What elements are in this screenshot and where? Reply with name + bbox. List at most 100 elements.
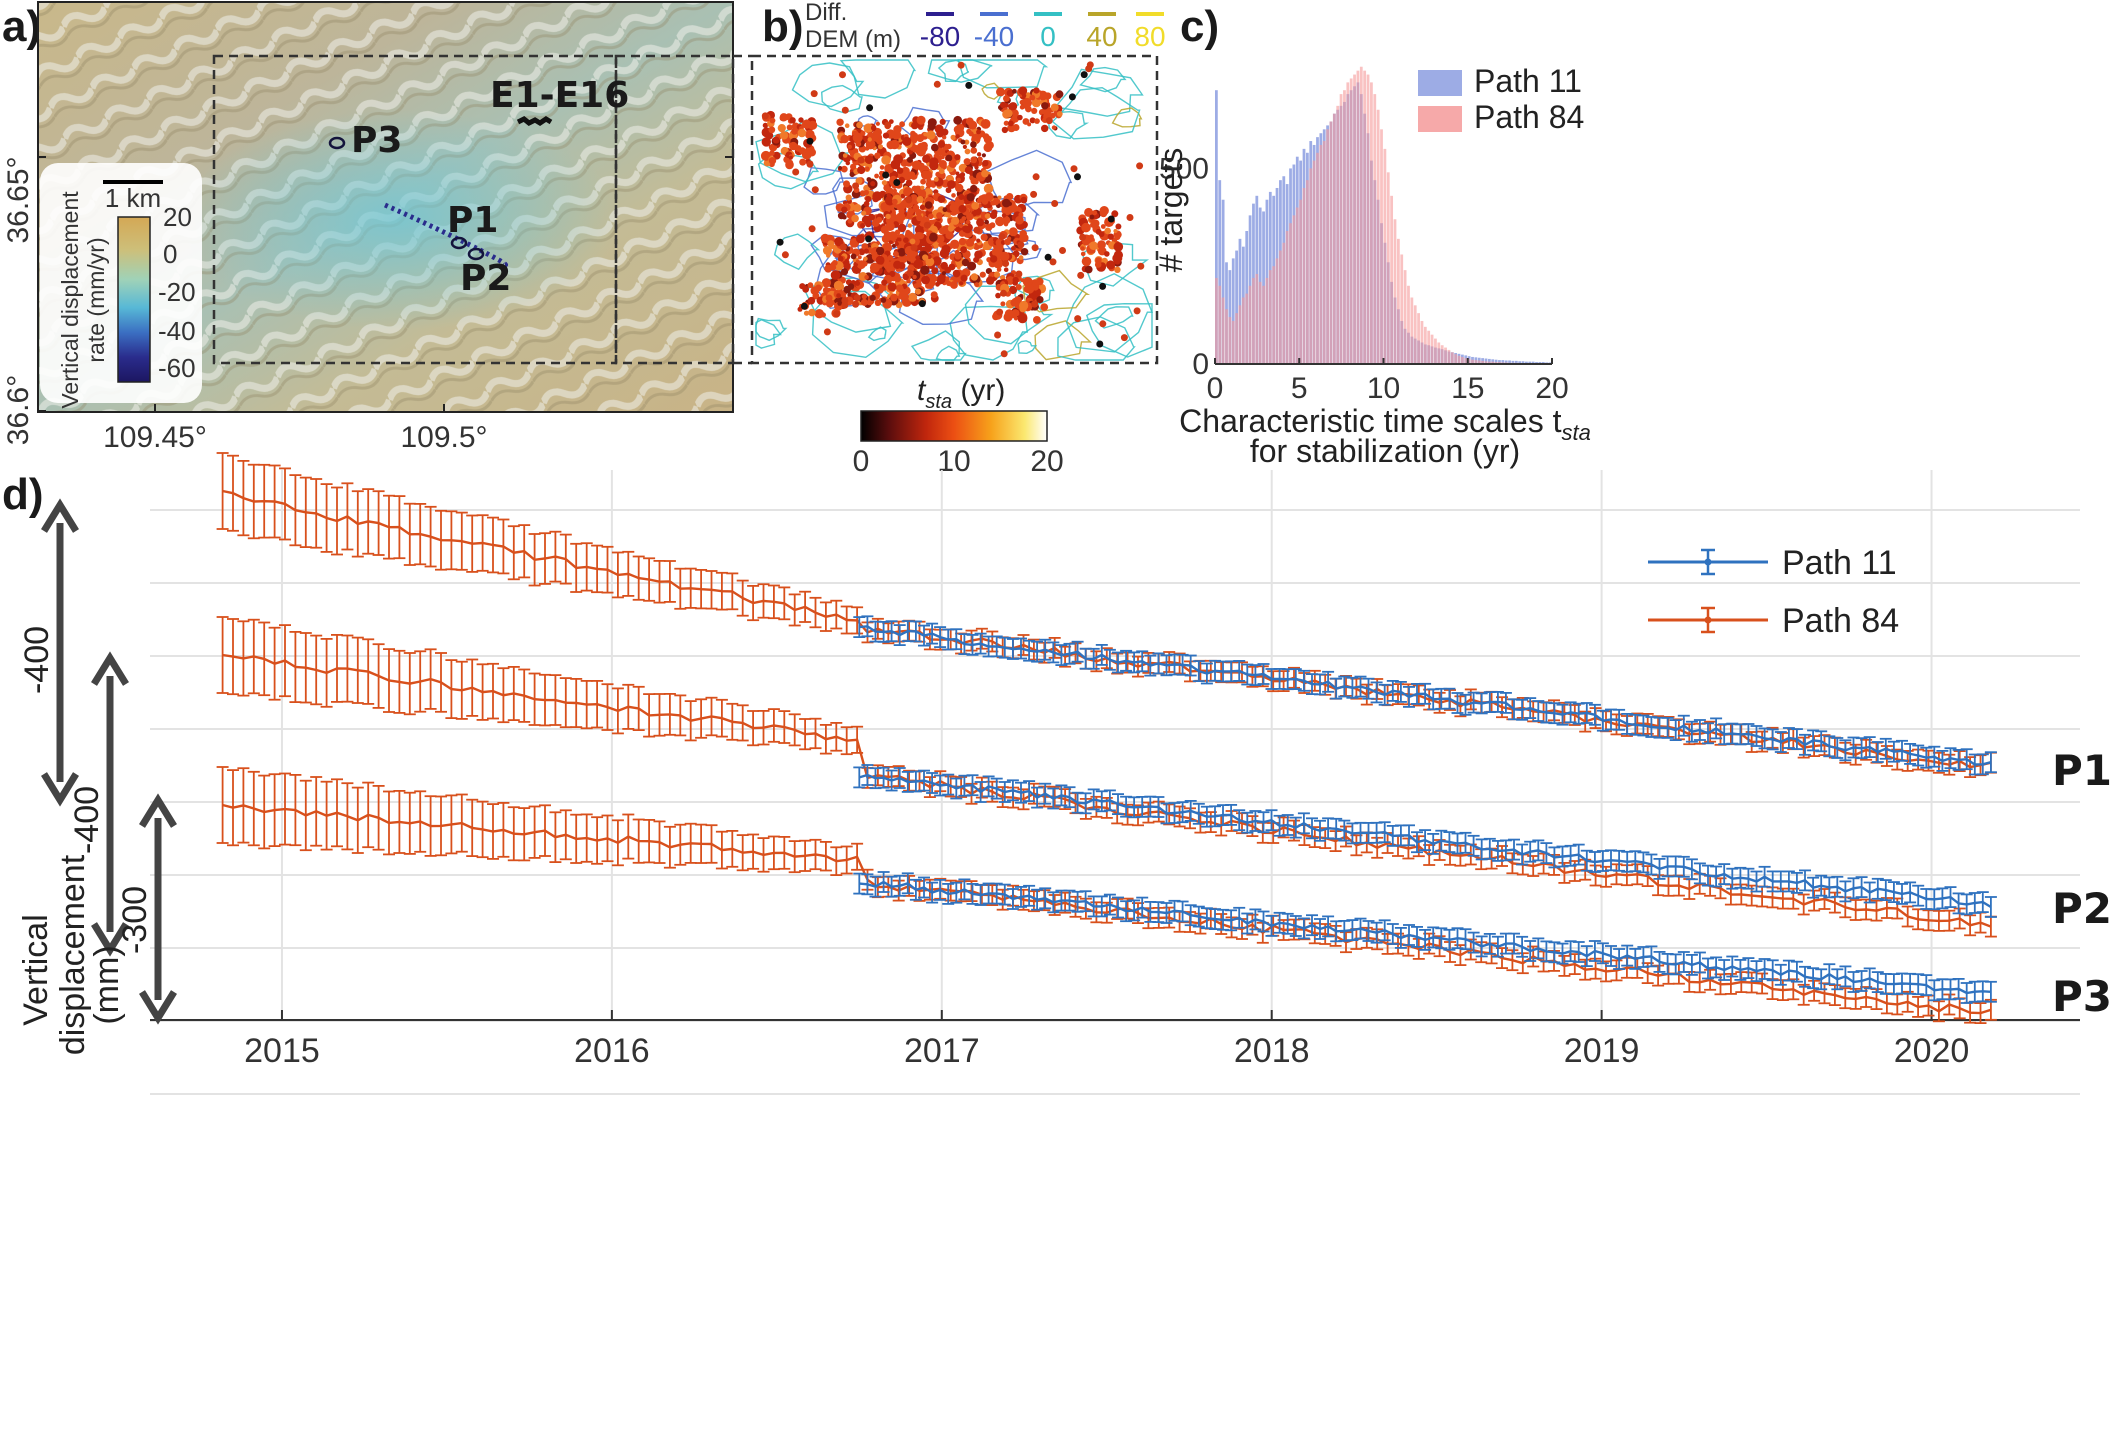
target-dot-450 xyxy=(927,122,936,131)
target-dot-1514 xyxy=(905,196,913,204)
target-dot-1477 xyxy=(1100,211,1107,218)
target-dot-211 xyxy=(955,183,964,193)
hist-bar-1-59 xyxy=(1413,305,1417,364)
target-dot-1094 xyxy=(908,250,918,260)
target-dot-1452 xyxy=(1080,246,1085,251)
hist-bar-1-60 xyxy=(1417,313,1420,364)
target-dot-1070 xyxy=(889,270,896,278)
target-dot-882 xyxy=(980,233,988,241)
target-dot-649 xyxy=(919,204,926,210)
target-dot-851 xyxy=(1011,246,1016,251)
target-dot-1117 xyxy=(912,274,917,280)
target-dot-1084 xyxy=(863,248,870,254)
ts-xtick-4: 2019 xyxy=(1564,1032,1640,1070)
contour-6 xyxy=(1054,68,1144,117)
target-dot-376 xyxy=(956,177,961,182)
target-dot-442 xyxy=(911,121,919,130)
target-dot-841 xyxy=(963,225,972,234)
target-dot-884 xyxy=(1012,280,1018,286)
target-dot-1046 xyxy=(897,247,906,257)
target-dot-1073 xyxy=(914,288,922,295)
target-dot-774 xyxy=(989,222,996,229)
target-dot-192 xyxy=(945,187,952,194)
hist-bar-1-42 xyxy=(1356,70,1360,365)
target-dot-1508 xyxy=(893,179,901,186)
profile-P3-path11-line xyxy=(859,880,1991,995)
hist-bar-0-87 xyxy=(1508,360,1511,364)
target-dot-903 xyxy=(986,276,995,285)
target-dot-1545 xyxy=(781,251,789,259)
target-dot-71 xyxy=(939,118,946,125)
target-dot-388 xyxy=(974,165,979,170)
target-dot-1341 xyxy=(1013,316,1019,321)
hist-bar-1-74 xyxy=(1464,358,1468,364)
cbar-a-tick-4: -60 xyxy=(158,353,196,383)
target-dot-1365 xyxy=(1011,309,1020,317)
target-dot-474 xyxy=(981,169,989,178)
target-dot-1276 xyxy=(1003,95,1010,102)
target-dot-1537 xyxy=(1126,214,1134,221)
target-dot-1148 xyxy=(872,251,878,257)
target-dot-1269 xyxy=(1003,120,1009,126)
colorbar-a xyxy=(117,216,151,383)
target-dot-449 xyxy=(867,137,872,142)
target-dot-1489 xyxy=(1045,117,1053,125)
target-dot-1474 xyxy=(1089,241,1098,250)
target-dot-1224 xyxy=(789,141,798,151)
profile-label-P1: P1 xyxy=(2052,746,2112,795)
panel-label-d: d) xyxy=(2,470,44,519)
hist-bar-1-30 xyxy=(1316,152,1319,364)
target-dot-1399 xyxy=(836,293,841,298)
target-dot-1205 xyxy=(769,150,775,156)
scale-label-1: -400 xyxy=(68,786,106,854)
target-dot-1103 xyxy=(909,238,916,245)
target-dot-1136 xyxy=(893,260,902,269)
target-dot-1513 xyxy=(833,310,841,318)
target-dot-994 xyxy=(908,292,918,302)
target-dot-699 xyxy=(958,194,965,200)
target-dot-1467 xyxy=(1094,261,1102,268)
target-dot-1296 xyxy=(1004,109,1013,118)
hist-bar-1-55 xyxy=(1400,254,1404,364)
hist-bar-1-82 xyxy=(1491,361,1495,364)
target-dot-491 xyxy=(920,185,925,190)
target-dot-1228 xyxy=(779,131,789,140)
target-dot-1515 xyxy=(957,61,965,69)
target-dot-733 xyxy=(974,250,983,259)
target-dot-410 xyxy=(872,195,880,203)
target-dot-1512 xyxy=(865,235,873,243)
target-dot-746 xyxy=(942,207,948,213)
target-dot-1484 xyxy=(1000,289,1007,297)
target-dot-1535 xyxy=(923,221,931,229)
hist-bar-1-62 xyxy=(1423,326,1427,364)
target-dot-640 xyxy=(979,271,986,278)
target-dot-1538 xyxy=(811,186,819,194)
target-dot-1285 xyxy=(1029,117,1036,124)
target-dot-1208 xyxy=(769,117,776,124)
hist-bar-0-91 xyxy=(1521,361,1525,364)
target-dot-350 xyxy=(865,166,870,172)
target-dot-1492 xyxy=(1017,241,1025,249)
ts-xtick-2: 2017 xyxy=(904,1032,980,1070)
hist-xtick-0: 0 xyxy=(1207,372,1224,405)
target-dot-1468 xyxy=(1081,256,1092,267)
target-dot-906 xyxy=(1020,196,1028,204)
scale-arrow-head-bottom-2 xyxy=(139,990,177,1025)
contour-legend-label-2: 0 xyxy=(1040,21,1056,52)
target-dot-56 xyxy=(963,158,971,166)
target-dot-703 xyxy=(933,243,939,249)
target-dot-825 xyxy=(928,213,934,220)
target-dot-1158 xyxy=(762,122,769,129)
target-dot-309 xyxy=(964,148,971,155)
hist-ytick-1: 500 xyxy=(1159,152,1209,185)
target-dot-1199 xyxy=(760,150,771,161)
target-dot-385 xyxy=(891,129,902,140)
hist-bar-1-58 xyxy=(1410,297,1414,364)
target-dot-892 xyxy=(1004,238,1011,246)
target-dot-317 xyxy=(871,131,880,140)
lat-tick-0: 36.65° xyxy=(2,156,35,243)
target-dot-507 xyxy=(965,117,974,126)
p3-marker xyxy=(328,136,346,150)
target-dot-1536 xyxy=(852,182,860,190)
target-dot-1137 xyxy=(922,254,929,261)
